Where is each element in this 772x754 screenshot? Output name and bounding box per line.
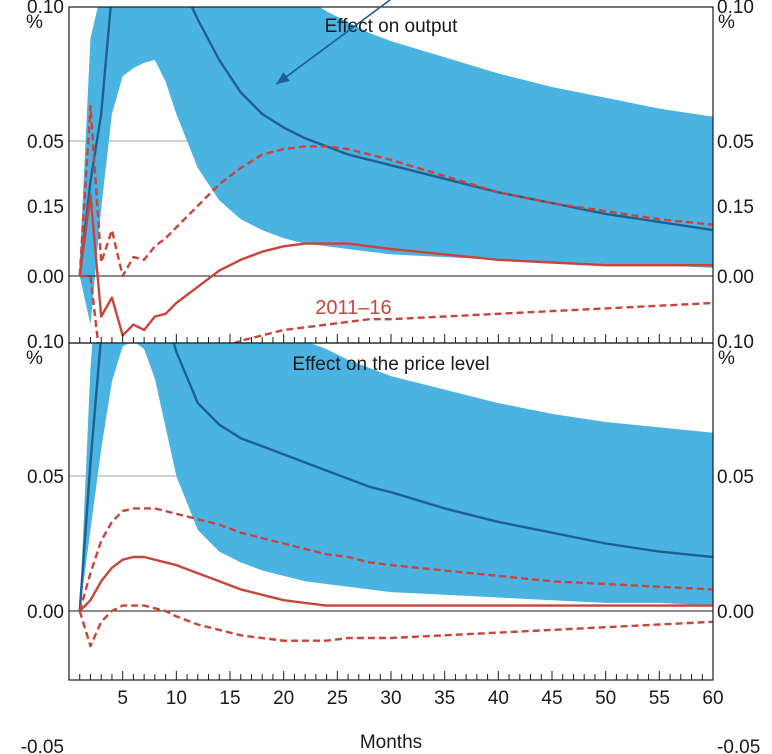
annotation-arrow-line-0-0 — [275, 0, 392, 85]
y-tick-label-left-1-4: 0.15 — [27, 197, 64, 218]
price-unit-right: % — [718, 348, 735, 369]
series-line-1-0 — [78, 343, 713, 612]
panel-price-level: -0.05 -0.05 0.00 0.00 0.05 0.05 0.10 0.10 0.15 0.… — [21, 197, 761, 754]
x-tick-label-2: 15 — [219, 688, 240, 709]
output-unit-right: % — [718, 12, 735, 33]
y-tick-label-right-0-1: 0.05 — [717, 132, 754, 153]
x-tick-label-7: 40 — [488, 688, 509, 709]
y-tick-label-right-1-3: 0.10 — [717, 332, 754, 353]
x-tick-label-9: 50 — [595, 688, 616, 709]
x-tick-label-10: 55 — [649, 688, 670, 709]
x-axis-label: Months — [360, 732, 422, 753]
x-tick-label-8: 45 — [541, 688, 562, 709]
y-tick-label-left-0-0: 0.00 — [27, 267, 64, 288]
series-line-1-1 — [78, 555, 713, 612]
x-tick-label-1: 10 — [166, 688, 187, 709]
y-tick-label-right-1-2: 0.05 — [717, 467, 754, 488]
price-panel-title: Effect on the price level — [292, 354, 489, 375]
output-annotations: 2008–112011–16 — [275, 0, 392, 319]
x-tick-label-0: 5 — [117, 688, 128, 709]
x-tick-label-6: 35 — [434, 688, 455, 709]
y-tick-label-right-1-0: -0.05 — [717, 737, 760, 754]
series-line-0-1 — [78, 193, 713, 337]
series-line-0-3 — [79, 274, 713, 343]
x-tick-label-4: 25 — [327, 688, 348, 709]
output-panel-title: Effect on output — [325, 16, 458, 37]
y-tick-label-right-1-1: 0.00 — [717, 602, 754, 623]
y-tick-label-right-0-0: 0.00 — [717, 267, 754, 288]
output-unit-left: % — [26, 12, 43, 33]
price-confidence-bands — [79, 343, 713, 611]
confidence-band-1-0 — [79, 343, 713, 611]
y-tick-label-right-0-2: 0.10 — [717, 0, 754, 18]
y-tick-label-left-1-3: 0.10 — [27, 332, 64, 353]
panel-output: 0.00 0.00 0.05 0.05 0.10 0.10 0.15 0.15 Effect … — [26, 0, 754, 344]
annotation-arrow-head-0-0 — [276, 72, 290, 85]
series-line-1-2 — [78, 507, 713, 612]
output-series — [78, 7, 713, 343]
price-x-tick-labels: 5 10 15 20 25 30 35 40 45 50 55 60 — [117, 688, 723, 709]
y-tick-label-right-1-4: 0.15 — [717, 197, 754, 218]
x-tick-label-5: 30 — [380, 688, 401, 709]
x-tick-label-11: 60 — [702, 688, 723, 709]
annotation-label-0-1: 2011–16 — [315, 297, 391, 319]
output-x-tickmarks — [79, 334, 714, 343]
y-tick-label-left-1-2: 0.05 — [27, 467, 64, 488]
series-line-0-2 — [78, 104, 713, 278]
x-tick-label-3: 20 — [273, 688, 294, 709]
y-tick-label-left-0-2: 0.10 — [27, 0, 64, 18]
price-y-ticks: -0.05 -0.05 0.00 0.00 0.05 0.05 0.10 0.10 0.15 0.… — [21, 197, 761, 754]
price-series — [78, 343, 713, 648]
series-line-0-0 — [78, 7, 713, 277]
y-tick-label-left-0-1: 0.05 — [27, 132, 64, 153]
output-y-ticks: 0.00 0.00 0.05 0.05 0.10 0.10 0.15 0.15 — [27, 0, 754, 288]
y-tick-label-left-1-1: 0.00 — [27, 602, 64, 623]
series-line-1-3 — [78, 604, 713, 648]
price-unit-left: % — [26, 348, 43, 369]
y-tick-label-left-1-0: -0.05 — [21, 737, 64, 754]
price-x-tickmarks — [79, 671, 714, 680]
